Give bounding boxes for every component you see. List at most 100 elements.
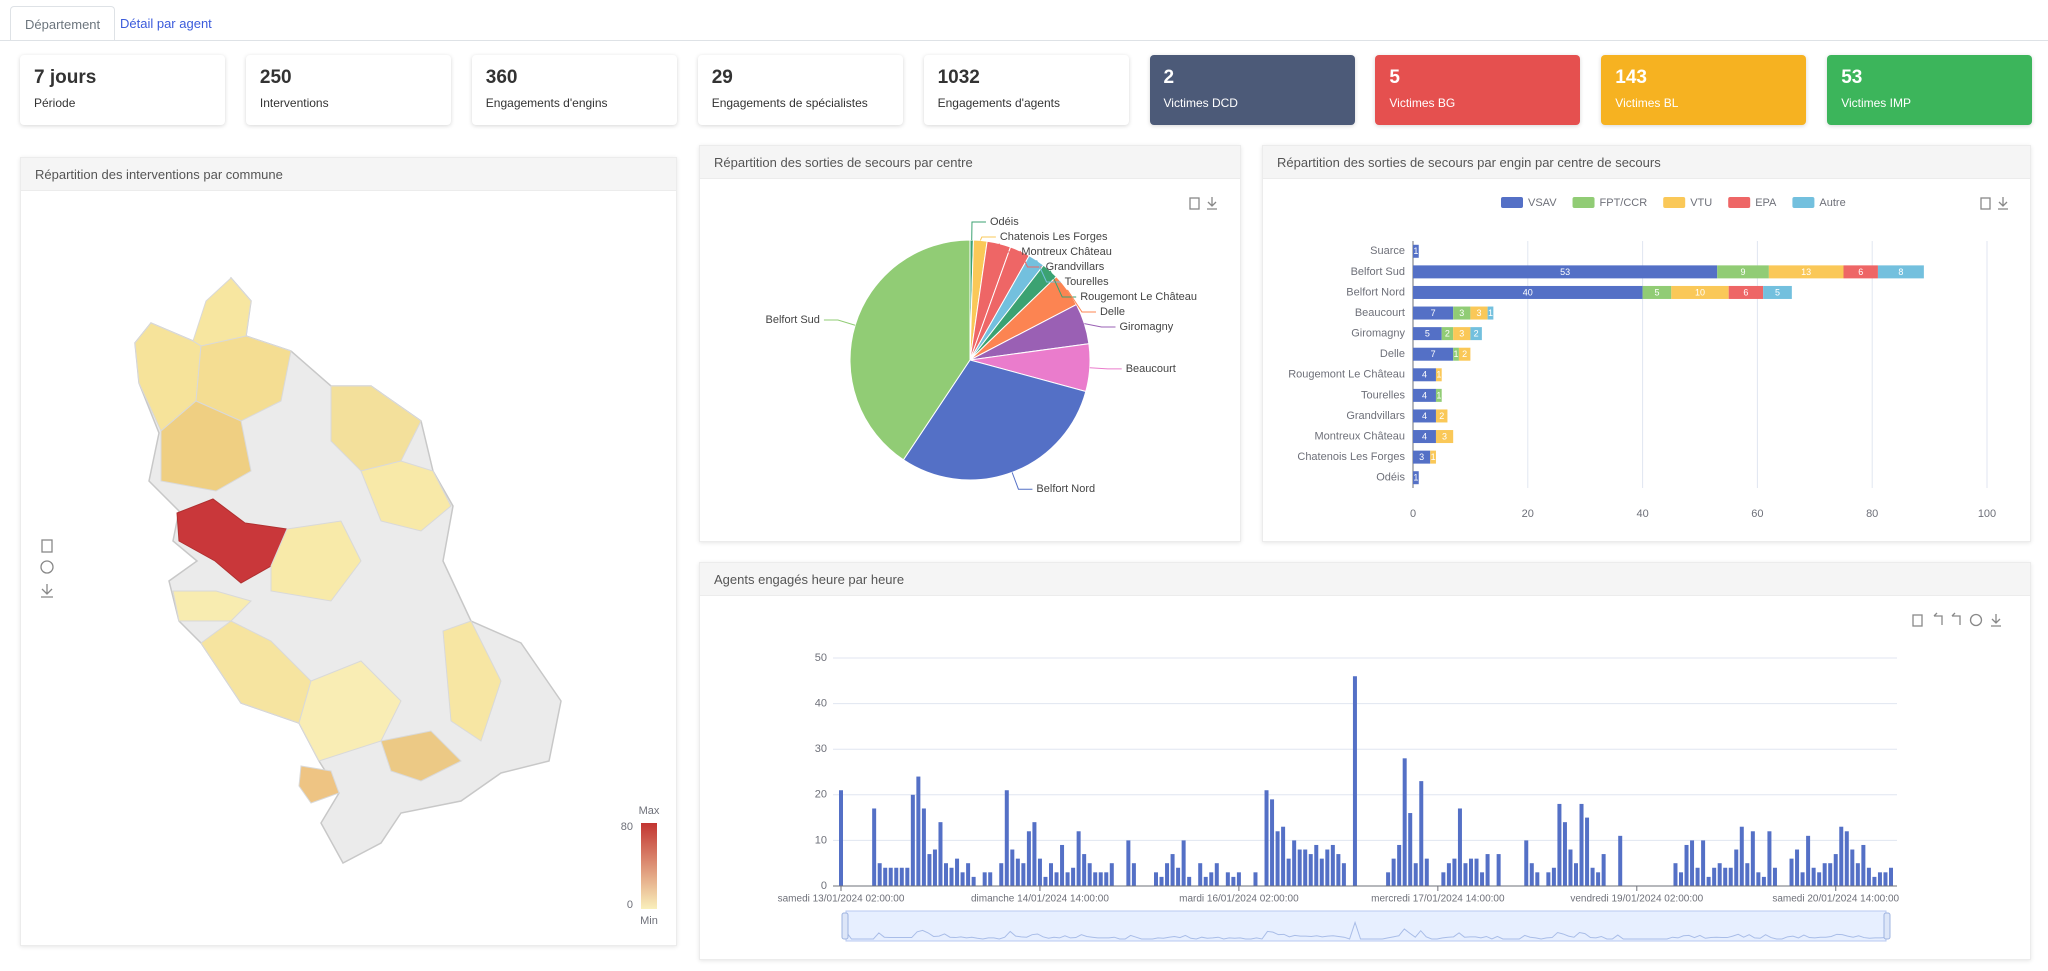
bar bbox=[1303, 849, 1308, 886]
legend-swatch[interactable] bbox=[1663, 197, 1686, 208]
tool-icon[interactable] bbox=[1189, 197, 1200, 210]
y-tick-label: 40 bbox=[815, 698, 827, 710]
legend-swatch[interactable] bbox=[1792, 197, 1815, 208]
pie-label: Delle bbox=[1100, 306, 1125, 318]
kpi-value: 29 bbox=[711, 67, 733, 88]
bar bbox=[899, 867, 904, 886]
bar bbox=[1270, 799, 1275, 886]
tab[interactable]: Détail par agent bbox=[120, 16, 212, 31]
bar-value-label: 3 bbox=[1459, 308, 1464, 318]
tool-icon[interactable] bbox=[1912, 614, 1923, 627]
bar bbox=[1043, 876, 1048, 886]
tool-icon[interactable] bbox=[41, 539, 53, 553]
bar bbox=[1551, 867, 1556, 886]
bar bbox=[955, 858, 960, 886]
tool-icon[interactable] bbox=[1991, 614, 2001, 627]
bar bbox=[1336, 854, 1341, 886]
data-zoom-handle[interactable] bbox=[841, 912, 849, 940]
bar bbox=[1877, 872, 1882, 886]
toolbox[interactable] bbox=[1189, 197, 1217, 210]
legend-label[interactable]: FPT/CCR bbox=[1600, 197, 1648, 209]
bar bbox=[1104, 872, 1109, 886]
toolbox[interactable] bbox=[1912, 612, 2001, 627]
legend-label[interactable]: VSAV bbox=[1528, 197, 1557, 209]
bar-segment bbox=[1453, 347, 1459, 361]
bar bbox=[1209, 872, 1214, 886]
bar bbox=[949, 867, 954, 886]
pie-label-line bbox=[971, 221, 986, 241]
bar-segment bbox=[1763, 285, 1792, 299]
tool-icon[interactable] bbox=[1207, 197, 1217, 210]
toolbox[interactable] bbox=[1980, 197, 2008, 210]
kpi-card: 7 jours Période bbox=[20, 55, 225, 125]
tool-icon[interactable] bbox=[1998, 197, 2008, 210]
tool-icon[interactable] bbox=[1980, 197, 1991, 210]
bar-value-label: 9 bbox=[1741, 267, 1746, 277]
bar-value-label: 1 bbox=[1413, 246, 1418, 256]
kpi-label: Engagements d'agents bbox=[937, 96, 1060, 110]
legend-label[interactable]: Autre bbox=[1819, 197, 1845, 209]
x-tick-label: vendredi 19/01/2024 02:00:00 bbox=[1570, 894, 1703, 905]
bar-value-label: 1 bbox=[1431, 452, 1436, 462]
kpi-label: Victimes IMP bbox=[1841, 96, 1911, 110]
bar bbox=[1109, 863, 1114, 886]
tool-icon[interactable] bbox=[40, 560, 54, 574]
tool-icon[interactable] bbox=[41, 584, 53, 598]
legend-label[interactable]: VTU bbox=[1690, 197, 1712, 209]
bar bbox=[1187, 876, 1192, 886]
bar bbox=[888, 867, 893, 886]
bar-segment bbox=[1413, 409, 1436, 423]
bar bbox=[1446, 863, 1451, 886]
bar bbox=[1165, 863, 1170, 886]
bar-value-label: 7 bbox=[1431, 349, 1436, 359]
visual-map-max-label: Max bbox=[639, 805, 660, 817]
visual-map-min-label: Min bbox=[640, 915, 658, 927]
bar bbox=[1756, 872, 1761, 886]
panel-title: Répartition des sorties de secours par c… bbox=[700, 146, 1240, 179]
data-zoom-slider[interactable] bbox=[845, 910, 1887, 942]
map-panel: Répartition des interventions par commun… bbox=[20, 157, 677, 946]
y-tick-label: Delle bbox=[1380, 348, 1405, 360]
bar bbox=[1850, 849, 1855, 886]
bar-value-label: 3 bbox=[1459, 329, 1464, 339]
kpi-label: Interventions bbox=[259, 96, 329, 110]
visual-map-bar[interactable] bbox=[641, 823, 657, 909]
legend-swatch[interactable] bbox=[1572, 197, 1595, 208]
bar-value-label: 7 bbox=[1431, 308, 1436, 318]
legend-swatch[interactable] bbox=[1728, 197, 1751, 208]
tool-icon[interactable] bbox=[1969, 613, 1983, 627]
bar bbox=[921, 808, 926, 886]
legend-swatch[interactable] bbox=[1501, 197, 1523, 208]
panel-title: Agents engagés heure par heure bbox=[700, 563, 2030, 596]
bar-value-label: 1 bbox=[1436, 370, 1441, 380]
bar bbox=[1529, 863, 1534, 886]
y-tick-label: Giromagny bbox=[1351, 328, 1405, 340]
data-zoom-handle[interactable] bbox=[1883, 912, 1891, 940]
bar-segment bbox=[1413, 430, 1436, 444]
bar-segment bbox=[1413, 471, 1419, 485]
bar bbox=[1065, 872, 1070, 886]
bar bbox=[1469, 858, 1473, 886]
pie-label: Chatenois Les Forges bbox=[1000, 231, 1108, 243]
kpi-value: 1032 bbox=[937, 67, 980, 88]
map-toolbox[interactable] bbox=[40, 539, 54, 598]
bar-segment bbox=[1413, 368, 1436, 382]
kpi-value: 143 bbox=[1615, 67, 1647, 88]
bar-value-label: 3 bbox=[1477, 308, 1482, 318]
x-tick-label: samedi 20/01/2024 14:00:00 bbox=[1772, 894, 1899, 905]
bar bbox=[1546, 872, 1551, 886]
bar-value-label: 1 bbox=[1488, 308, 1493, 318]
bar bbox=[1060, 844, 1065, 886]
bar bbox=[1076, 831, 1081, 886]
tab-active[interactable]: Département bbox=[10, 6, 116, 41]
bar bbox=[1176, 867, 1181, 886]
tool-icon[interactable] bbox=[1951, 612, 1961, 625]
bar-segment bbox=[1441, 327, 1454, 341]
bar bbox=[1557, 803, 1562, 886]
bar bbox=[1452, 858, 1457, 886]
bar-segment bbox=[1413, 285, 1643, 299]
bar-value-label: 1 bbox=[1413, 473, 1418, 483]
bar bbox=[1817, 872, 1822, 886]
tool-icon[interactable] bbox=[1933, 612, 1943, 625]
legend-label[interactable]: EPA bbox=[1755, 197, 1777, 209]
